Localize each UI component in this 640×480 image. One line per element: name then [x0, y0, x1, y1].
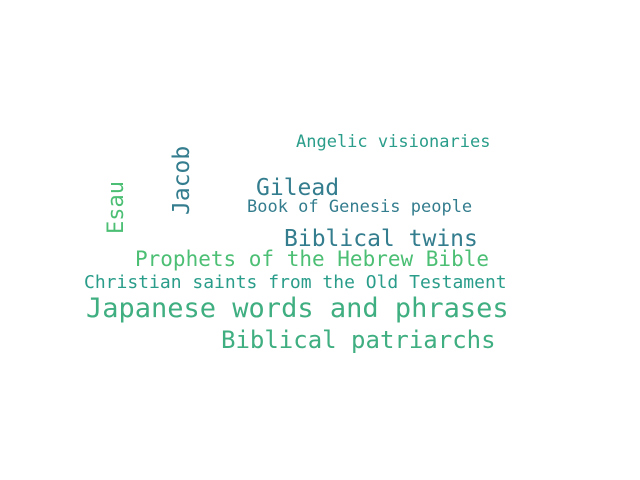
word-jacob: Jacob [169, 145, 195, 215]
word-gilead: Gilead [256, 175, 340, 201]
word-esau: Esau [104, 181, 129, 234]
word-prophets-of-the-hebrew-bible: Prophets of the Hebrew Bible [135, 247, 490, 271]
word-biblical-twins: Biblical twins [284, 226, 478, 252]
word-book-of-genesis-people: Book of Genesis people [247, 197, 473, 217]
word-christian-saints-old-testament: Christian saints from the Old Testament [84, 272, 507, 293]
word-japanese-words-and-phrases: Japanese words and phrases [86, 293, 509, 324]
word-angelic-visionaries: Angelic visionaries [296, 132, 491, 152]
word-biblical-patriarchs: Biblical patriarchs [221, 326, 496, 354]
